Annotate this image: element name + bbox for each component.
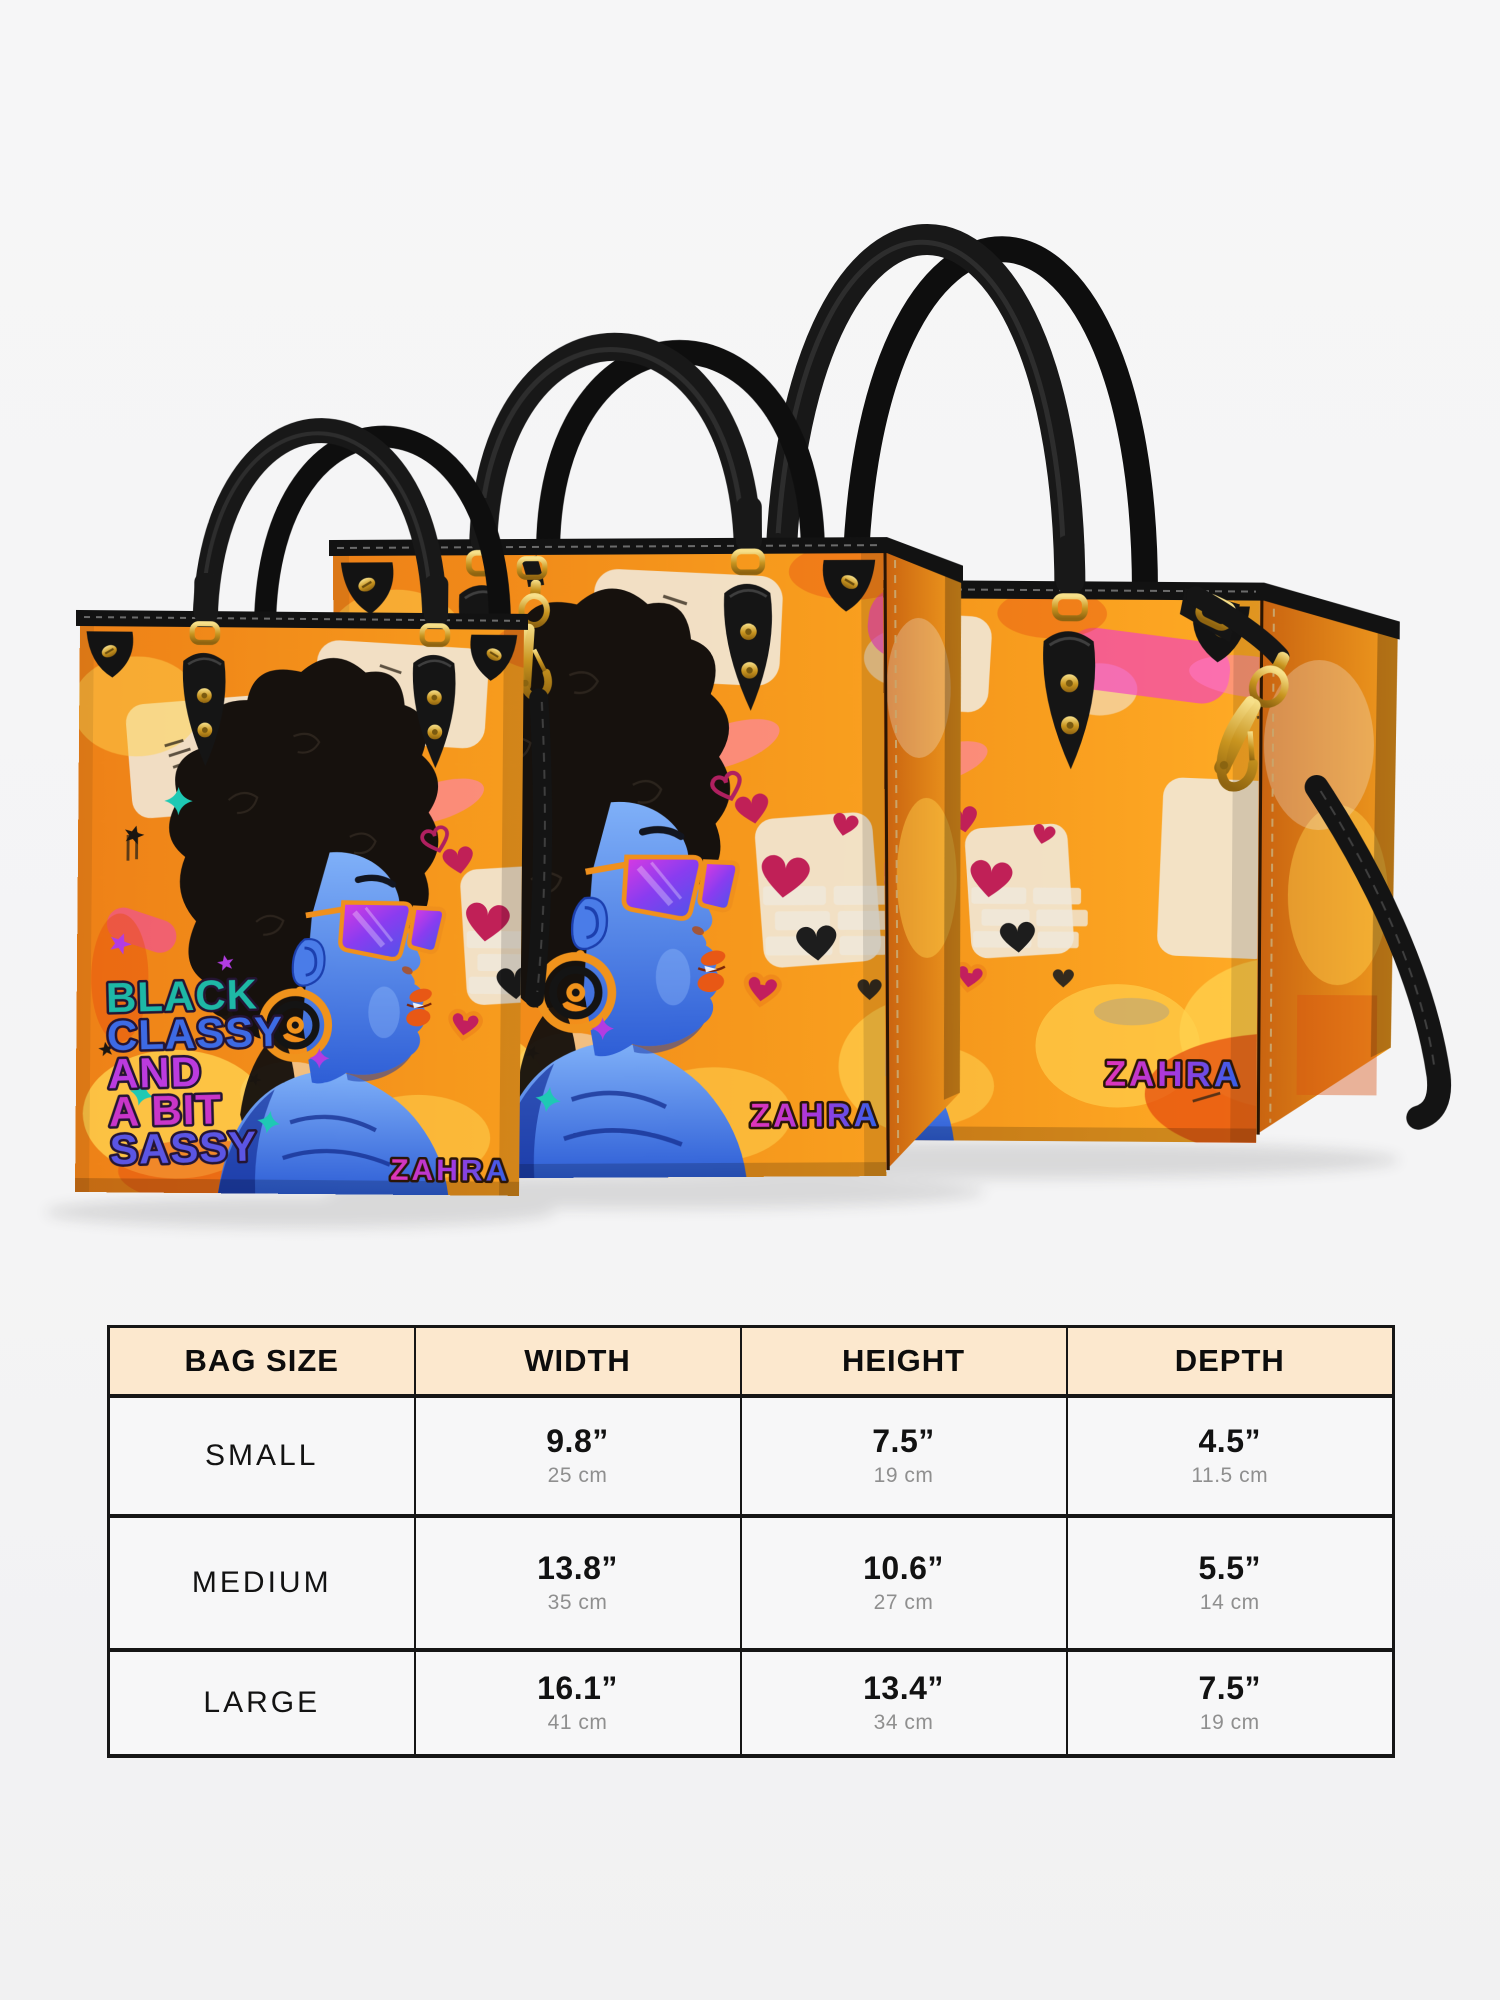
top-trim (75, 609, 529, 630)
width-cm: 35 cm (547, 1591, 608, 1615)
bag-name-text: ZAHRA (390, 1154, 510, 1188)
slogan-line: SASSY (109, 1122, 258, 1173)
hanging-strap-clasp[interactable] (515, 555, 557, 1008)
slogan-line: CLASSY (106, 1008, 284, 1060)
handle-highlight (199, 431, 433, 628)
handle-end-cap (735, 496, 762, 551)
depth-cm: 14 cm (1199, 1591, 1260, 1615)
header-height: HEIGHT (739, 1325, 1068, 1398)
edge-shade (75, 620, 94, 1193)
slogan-text-block: BLACK CLASSY AND A BIT SASSY (103, 968, 287, 1176)
size-label: MEDIUM (191, 1566, 332, 1599)
height-inches: 10.6” (863, 1549, 944, 1586)
size-label: SMALL (205, 1439, 319, 1472)
height-cm: 34 cm (873, 1711, 934, 1735)
width-cm: 41 cm (547, 1711, 608, 1735)
height-cm: 19 cm (873, 1464, 934, 1488)
handle-end-cap (424, 575, 449, 626)
size-chart-table: BAG SIZE WIDTH HEIGHT DEPTH SMALL 9.8” 2… (107, 1325, 1395, 1758)
handle-highlight (773, 239, 1067, 598)
slogan-line: AND (107, 1048, 202, 1097)
side-gusset (1256, 596, 1398, 1135)
bag-name-text: ZAHRA (750, 1096, 881, 1134)
bag-handle[interactable] (841, 236, 1158, 600)
table-row-small: SMALL 9.8” 25 cm 7.5” 19 cm 4.5” 11.5 cm (107, 1395, 1395, 1517)
slogan-line: BLACK (105, 970, 258, 1021)
header-bag-size: BAG SIZE (107, 1325, 416, 1398)
slogan-line: A BIT (108, 1085, 222, 1135)
width-inches: 13.8” (537, 1549, 618, 1586)
depth-inches: 7.5” (1198, 1669, 1261, 1706)
handle-highlight (477, 347, 746, 555)
depth-inches: 4.5” (1198, 1422, 1261, 1459)
header-width: WIDTH (413, 1325, 742, 1398)
table-row-large: LARGE 16.1” 41 cm 13.4” 34 cm 7.5” 19 cm (107, 1649, 1395, 1757)
edge-shade (498, 623, 524, 1196)
bag-handle[interactable] (469, 332, 763, 559)
bag-name-text: ZAHRA (1104, 1055, 1242, 1095)
bottom-shade (75, 1177, 520, 1196)
depth-cm: 19 cm (1199, 1711, 1260, 1735)
bag-handle[interactable] (536, 340, 826, 556)
bag-handle[interactable] (764, 224, 1086, 602)
product-photo-scene: ZAHRA (45, 224, 1452, 1228)
height-inches: 7.5” (872, 1422, 935, 1459)
bag-small[interactable]: BLACK CLASSY AND A BIT SASSY ZAHRA (68, 418, 1040, 1214)
table-row-medium: MEDIUM 13.8” 35 cm 10.6” 27 cm 5.5” 14 c… (107, 1515, 1395, 1651)
handle-end-cap (194, 573, 219, 624)
depth-cm: 11.5 cm (1191, 1464, 1269, 1488)
size-label: LARGE (203, 1686, 321, 1719)
width-inches: 9.8” (546, 1422, 609, 1459)
table-header-row: BAG SIZE WIDTH HEIGHT DEPTH (107, 1325, 1395, 1398)
bag-handle[interactable] (253, 425, 511, 630)
edge-shade (860, 548, 887, 1177)
shoulder-strap[interactable] (1176, 586, 1452, 1130)
height-cm: 27 cm (873, 1591, 934, 1615)
depth-inches: 5.5” (1198, 1549, 1261, 1586)
handle-end-cap (1056, 535, 1085, 594)
side-gusset (883, 550, 962, 1171)
header-depth: DEPTH (1065, 1325, 1395, 1398)
width-inches: 16.1” (537, 1669, 618, 1706)
width-cm: 25 cm (547, 1464, 608, 1488)
height-inches: 13.4” (863, 1669, 944, 1706)
bag-handle[interactable] (192, 418, 448, 632)
